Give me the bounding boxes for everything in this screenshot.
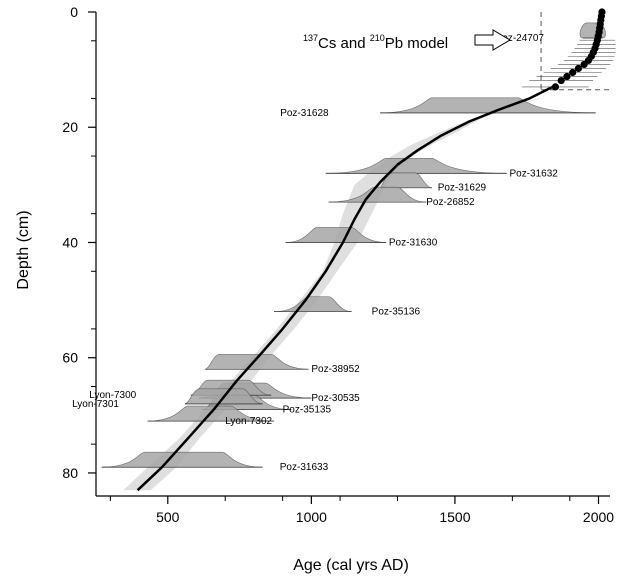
date-label: Lyon-7302 (225, 416, 272, 427)
date-poz-26852: Poz-26852 (328, 186, 475, 208)
date-poz-31628: Poz-31628 (280, 97, 596, 119)
y-tick-label: 0 (70, 4, 78, 20)
annotation-isotope2: 210 (370, 33, 385, 43)
date-probability-shape (328, 186, 427, 203)
date-probability-shape (380, 97, 596, 114)
pb-cs-annotation: 137Cs and 210Pb model (303, 33, 448, 52)
y-tick-label: 80 (62, 465, 78, 481)
date-probability-shape (379, 172, 433, 189)
date-poz-35136: Poz-35136 (274, 296, 421, 318)
pb-point (563, 72, 571, 81)
date-label: Poz-26852 (426, 197, 475, 208)
date-poz-38952: Poz-38952 (205, 353, 360, 375)
date-label: Poz-31632 (509, 168, 558, 179)
date-label: Poz-31633 (280, 462, 329, 473)
x-tick-label: 500 (156, 509, 180, 525)
x-axis-label: Age (cal yrs AD) (293, 557, 409, 574)
date-label: Poz-35136 (372, 307, 421, 318)
annotation-arrow-icon (474, 29, 511, 51)
date-poz-24707: Poz-24707 (496, 22, 606, 44)
date-label: Poz-24707 (496, 33, 545, 44)
x-tick-label: 2000 (583, 509, 614, 525)
annotation-text1: Cs and (318, 35, 370, 52)
date-probability-shape (285, 227, 387, 243)
date-poz-31632: Poz-31632 (325, 158, 558, 179)
date-label: Poz-31630 (389, 237, 438, 248)
axes: 0 20 40 60 80 500 1000 1500 2000 (62, 4, 614, 525)
date-label: Poz-30535 (311, 393, 360, 404)
y-tick-label: 40 (62, 234, 78, 250)
pb-cs-points (522, 8, 616, 91)
date-label: Poz-31628 (280, 108, 329, 119)
pb-point (557, 76, 565, 85)
pb-point (551, 83, 560, 91)
x-tick-label: 1000 (296, 509, 327, 525)
date-probability-shape (101, 451, 263, 468)
y-axis-label: Depth (cm) (15, 210, 32, 289)
y-tick-label: 20 (62, 119, 78, 135)
date-label: Poz-31629 (438, 183, 487, 194)
radiocarbon-dates: Poz-24707 Poz-31628 Poz-31632 Poz-31629 Poz-… (72, 22, 606, 473)
date-probability-shape (325, 158, 507, 174)
age-depth-model-line (136, 85, 554, 492)
annotation-text2: Pb model (385, 35, 448, 52)
pb-point (574, 64, 583, 73)
model-layer (136, 85, 554, 492)
date-label: Lyon-7300 (89, 390, 136, 401)
date-probability-shape (205, 353, 309, 370)
date-label: Poz-35135 (283, 405, 332, 416)
pb-point (580, 60, 588, 69)
x-tick-label: 1500 (439, 509, 470, 525)
y-tick-label: 60 (62, 350, 78, 366)
date-label: Poz-38952 (311, 364, 360, 375)
annotation-isotope1: 137 (303, 33, 318, 43)
confidence-band (123, 98, 542, 491)
pb-point (569, 68, 577, 77)
date-probability-shape (274, 296, 352, 312)
date-poz-31633: Poz-31633 (101, 451, 329, 473)
